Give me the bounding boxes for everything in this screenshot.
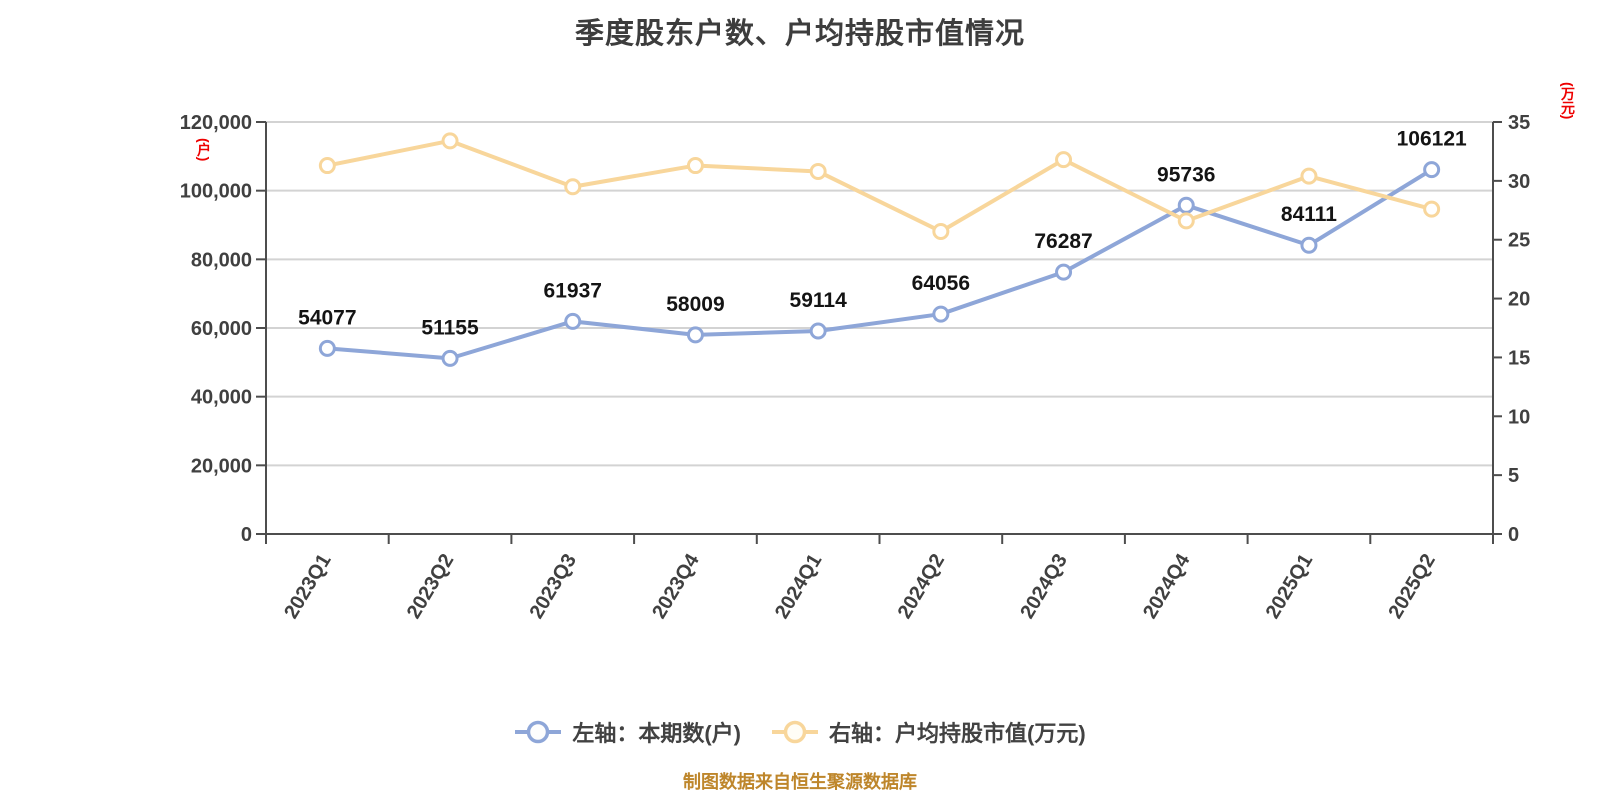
data-point-marker xyxy=(932,305,950,323)
data-point-marker xyxy=(1177,212,1195,230)
x-axis-label: 2023Q4 xyxy=(648,549,704,622)
right-axis-tick-label: 30 xyxy=(1508,171,1530,193)
right-axis-tick-label: 5 xyxy=(1508,465,1519,487)
x-axis-label: 2025Q1 xyxy=(1262,550,1318,622)
left-axis-tick-label: 80,000 xyxy=(191,249,252,271)
data-point-marker xyxy=(1055,151,1073,169)
x-axis-label: 2023Q2 xyxy=(403,550,459,622)
right-axis-tick-label: 10 xyxy=(1508,406,1530,428)
x-axis-label: 2024Q1 xyxy=(771,550,827,622)
right-axis-tick-label: 0 xyxy=(1508,524,1519,546)
data-point-marker xyxy=(318,157,336,175)
data-point-marker xyxy=(564,178,582,196)
right-axis-tick-label: 25 xyxy=(1508,230,1530,252)
data-label: 64056 xyxy=(912,272,970,295)
data-point-marker xyxy=(318,339,336,357)
data-point-marker xyxy=(1055,263,1073,281)
right-axis-tick-label: 15 xyxy=(1508,347,1530,369)
data-label: 84111 xyxy=(1281,203,1337,226)
x-axis-label: 2023Q1 xyxy=(280,550,336,622)
data-point-marker xyxy=(441,349,459,367)
data-point-marker xyxy=(809,162,827,180)
data-point-marker xyxy=(932,222,950,240)
x-axis-label: 2024Q2 xyxy=(894,550,950,622)
legend-item-market-value[interactable]: 右轴：户均持股市值(万元) xyxy=(771,716,1086,748)
right-axis-unit-label: (万元) xyxy=(1560,82,1576,120)
data-label: 106121 xyxy=(1397,128,1467,151)
data-label: 59114 xyxy=(790,289,848,312)
legend-marker-yellow-icon xyxy=(772,720,818,744)
data-point-marker xyxy=(1177,196,1195,214)
x-axis-label: 2023Q3 xyxy=(526,550,582,622)
legend-marker-blue-icon xyxy=(515,720,562,744)
x-axis-label: 2025Q2 xyxy=(1384,550,1440,622)
data-source-note: 制图数据来自恒生聚源数据库 xyxy=(683,772,917,792)
left-axis-unit-label: (户) xyxy=(196,138,212,162)
data-point-marker xyxy=(686,326,704,344)
data-point-marker xyxy=(809,322,827,340)
left-axis-tick-label: 120,000 xyxy=(180,112,252,134)
legend-item-shareholder-count[interactable]: 左轴：本期数(户) xyxy=(514,716,741,748)
series-line-0 xyxy=(325,167,1434,361)
data-label: 58009 xyxy=(666,293,724,316)
x-axis-label: 2024Q4 xyxy=(1139,549,1195,622)
x-axis-label: 2024Q3 xyxy=(1016,550,1072,622)
left-axis-tick-label: 40,000 xyxy=(191,387,252,409)
data-label: 51155 xyxy=(421,316,479,339)
data-point-marker xyxy=(564,312,582,330)
legend: 左轴：本期数(户) 右轴：户均持股市值(万元) xyxy=(0,715,1600,749)
series-line-1 xyxy=(325,138,1434,234)
left-axis-tick-label: 100,000 xyxy=(180,181,252,203)
left-axis-tick-label: 20,000 xyxy=(191,455,252,477)
left-axis-tick-label: 0 xyxy=(241,524,252,546)
data-point-marker xyxy=(441,132,459,150)
chart-title: 季度股东户数、户均持股市值情况 xyxy=(574,18,1025,50)
legend-label-shareholder-count: 左轴：本期数(户) xyxy=(572,721,741,746)
left-axis-tick-label: 60,000 xyxy=(191,318,252,340)
data-point-marker xyxy=(1423,200,1441,218)
data-point-marker xyxy=(686,157,704,175)
legend-label-market-value: 右轴：户均持股市值(万元) xyxy=(829,721,1086,746)
data-label: 54077 xyxy=(298,306,356,329)
data-label: 95736 xyxy=(1157,163,1215,186)
data-label: 76287 xyxy=(1034,230,1092,253)
right-axis-tick-label: 20 xyxy=(1508,289,1530,311)
right-axis-tick-label: 35 xyxy=(1508,112,1530,134)
data-point-marker xyxy=(1423,161,1441,179)
data-point-marker xyxy=(1300,167,1318,185)
data-point-marker xyxy=(1300,236,1318,254)
data-label: 61937 xyxy=(544,279,602,302)
